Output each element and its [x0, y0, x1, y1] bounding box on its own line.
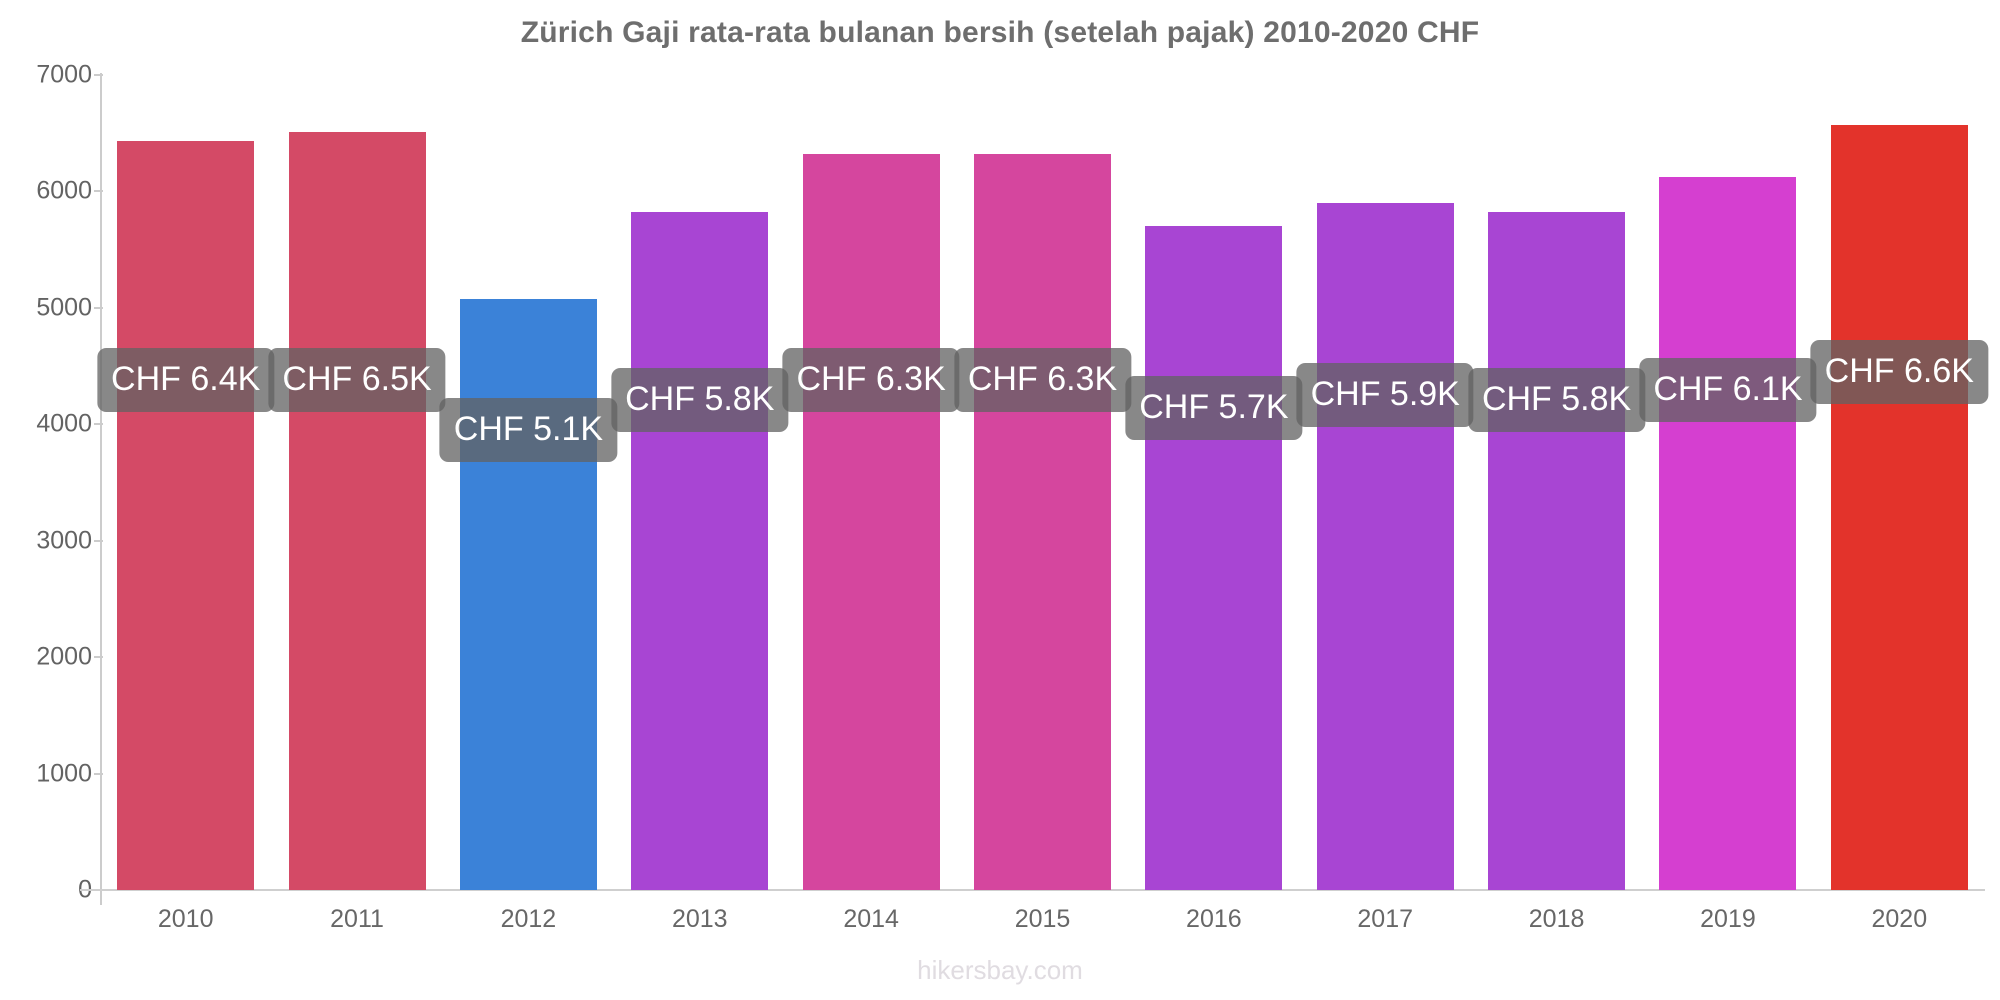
bar-2014[interactable] [802, 154, 940, 890]
y-axis-tick-label: 6000 [36, 176, 92, 205]
x-axis-label-2019: 2019 [1700, 905, 1756, 933]
x-axis-line [80, 889, 1985, 891]
y-axis-tick-mark [94, 772, 103, 775]
bar-2010[interactable] [117, 141, 255, 890]
bar-2019[interactable] [1659, 177, 1797, 890]
y-axis-tick-label: 7000 [36, 60, 92, 89]
y-axis-ticks: 0 1000 2000 3000 4000 5000 6000 7000 [0, 0, 103, 1000]
bar-2020[interactable] [1830, 125, 1968, 890]
y-axis-tick-label: 2000 [36, 642, 92, 671]
y-axis-tick-label: 5000 [36, 293, 92, 322]
value-label-2019: CHF 6.1K [1639, 358, 1817, 422]
y-axis-tick-mark [94, 190, 103, 193]
x-axis-label-2018: 2018 [1528, 905, 1585, 933]
x-axis-label-2014: 2014 [843, 905, 899, 933]
value-label-2018: CHF 5.8K [1467, 368, 1646, 432]
y-axis-tick-mark [94, 423, 103, 426]
bar-2013[interactable] [631, 212, 769, 890]
x-axis-label-2016: 2016 [1186, 905, 1242, 933]
bar-2017[interactable] [1316, 203, 1454, 890]
value-label-2011: CHF 6.5K [268, 348, 446, 412]
value-label-2015: CHF 6.3K [953, 348, 1132, 412]
x-axis-label-2013: 2013 [671, 905, 728, 933]
x-axis-label-2020: 2020 [1871, 905, 1928, 933]
bar-2018[interactable] [1488, 212, 1626, 890]
chart-title: Zürich Gaji rata-rata bulanan bersih (se… [520, 16, 1480, 49]
watermark: hikersbay.com [917, 955, 1083, 985]
bar-2016[interactable] [1145, 226, 1283, 890]
bar-2011[interactable] [288, 132, 426, 890]
value-label-2020: CHF 6.6K [1810, 340, 1988, 404]
x-axis-label-2010: 2010 [157, 905, 214, 933]
value-label-2014: CHF 6.3K [782, 348, 960, 412]
y-axis-tick-label: 3000 [36, 526, 92, 555]
y-axis-tick-mark [94, 74, 103, 76]
bar-2012[interactable] [459, 298, 597, 890]
x-axis-label-2015: 2015 [1014, 905, 1071, 933]
bar-2015[interactable] [973, 154, 1112, 890]
value-label-2012: CHF 5.1K [439, 398, 618, 462]
y-axis-tick-mark [94, 656, 103, 659]
y-axis-tick-mark [94, 306, 103, 309]
y-axis-tick-mark [94, 539, 103, 542]
y-axis-tick-label: 1000 [36, 759, 92, 788]
value-label-2013: CHF 5.8K [611, 368, 789, 432]
value-label-2010: CHF 6.4K [97, 348, 275, 412]
y-axis-line [100, 73, 102, 905]
x-axis-label-2012: 2012 [500, 905, 557, 933]
x-axis-label-2011: 2011 [330, 905, 384, 933]
x-axis-label-2017: 2017 [1357, 905, 1414, 933]
value-label-2017: CHF 5.9K [1296, 363, 1474, 427]
value-label-2016: CHF 5.7K [1125, 376, 1303, 440]
y-axis-tick-label: 4000 [36, 409, 92, 438]
